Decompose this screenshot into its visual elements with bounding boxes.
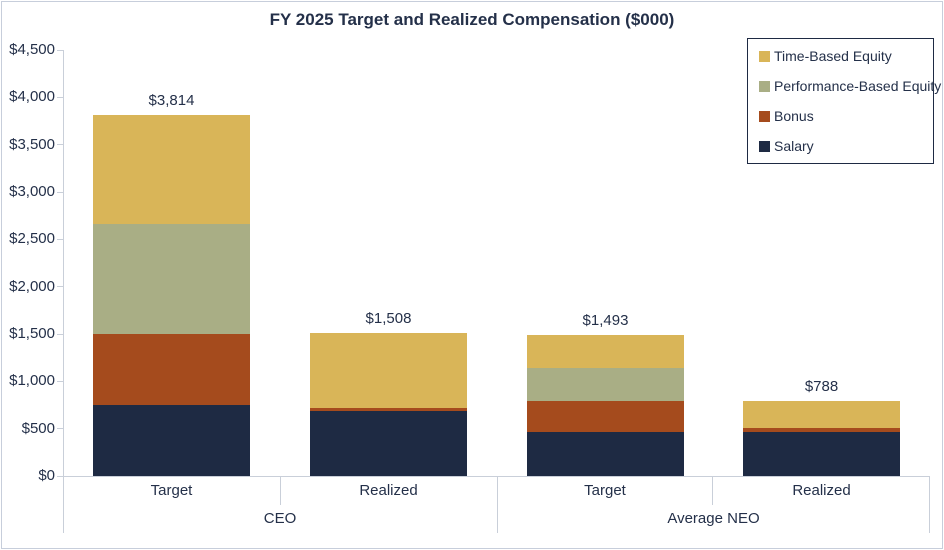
x-axis-group-label: Average NEO	[667, 510, 760, 527]
y-axis-tick-label: $500	[21, 419, 55, 437]
bar-ceo-realized	[310, 333, 467, 476]
legend-item-label: Time-Based Equity	[774, 48, 892, 64]
x-axis-category-label: Realized	[792, 482, 851, 499]
bar-neo-realized	[743, 401, 900, 476]
bar-total-label: $3,814	[148, 91, 195, 109]
x-axis-line	[63, 476, 930, 477]
legend-item-bonus: Bonus	[748, 108, 933, 124]
legend-swatch-icon	[759, 50, 770, 62]
axis-divider	[63, 476, 64, 533]
y-axis-tick-mark	[57, 428, 63, 430]
y-axis-tick-label: $3,000	[9, 183, 55, 200]
y-axis-tick-label: $1,000	[9, 372, 55, 390]
axis-divider	[929, 476, 930, 533]
y-axis-tick-mark	[57, 286, 63, 288]
segment-time-equity	[527, 334, 684, 369]
legend-item-salary: Salary	[748, 138, 933, 154]
y-axis-tick-label: $1,500	[9, 325, 55, 342]
y-axis-tick-label: $4,000	[9, 88, 55, 106]
y-axis-tick-label: $2,000	[9, 277, 55, 295]
segment-salary	[743, 431, 900, 476]
legend-item-performance-based-equity: Performance-Based Equity	[748, 78, 941, 94]
segment-time-equity	[93, 114, 250, 225]
segment-performance-equity	[93, 224, 250, 334]
y-axis-tick-mark	[57, 380, 63, 382]
segment-time-equity	[743, 401, 900, 428]
legend-swatch-icon	[759, 140, 770, 152]
legend-item-time-based-equity: Time-Based Equity	[748, 48, 933, 64]
y-axis-line	[63, 50, 64, 476]
bar-ceo-target	[93, 114, 250, 476]
y-axis-tick-mark	[57, 238, 63, 240]
y-axis-tick-mark	[57, 49, 63, 51]
bar-total-label: $1,493	[582, 311, 629, 329]
chart-title: FY 2025 Target and Realized Compensation…	[269, 10, 675, 29]
segment-salary	[527, 431, 684, 476]
y-axis-tick-mark	[57, 144, 63, 146]
x-axis-category-label: Target	[150, 482, 193, 499]
y-axis-tick-mark	[57, 333, 63, 335]
segment-bonus	[527, 400, 684, 432]
x-axis-category-label: Target	[584, 482, 626, 499]
axis-divider	[497, 476, 498, 533]
axis-divider	[280, 476, 281, 505]
bar-neo-target	[527, 334, 684, 476]
segment-bonus	[93, 333, 250, 405]
legend-swatch-icon	[759, 80, 770, 92]
y-axis-tick-mark	[57, 475, 63, 477]
segment-salary	[93, 404, 250, 476]
axis-divider	[712, 476, 713, 505]
segment-performance-equity	[527, 368, 684, 401]
y-axis-tick-mark	[57, 191, 63, 193]
legend-item-label: Bonus	[774, 108, 814, 124]
segment-salary	[310, 411, 467, 476]
x-axis-group-label: CEO	[263, 510, 297, 527]
x-axis-category-label: Realized	[359, 482, 418, 499]
y-axis-tick-label: $4,500	[9, 41, 55, 58]
bar-total-label: $788	[804, 378, 839, 396]
legend: Time-Based Equity Performance-Based Equi…	[747, 38, 941, 164]
segment-bonus	[743, 427, 900, 432]
legend-swatch-icon	[759, 110, 770, 122]
segment-bonus	[310, 407, 467, 412]
segment-time-equity	[310, 333, 467, 408]
bar-total-label: $1,508	[365, 310, 412, 328]
legend-item-label: Salary	[774, 138, 814, 154]
y-axis-tick-label: $0	[38, 467, 55, 484]
y-axis-tick-label: $2,500	[9, 230, 55, 248]
y-axis-tick-label: $3,500	[9, 135, 55, 153]
y-axis-tick-mark	[57, 96, 63, 98]
legend-item-label: Performance-Based Equity	[774, 78, 942, 94]
